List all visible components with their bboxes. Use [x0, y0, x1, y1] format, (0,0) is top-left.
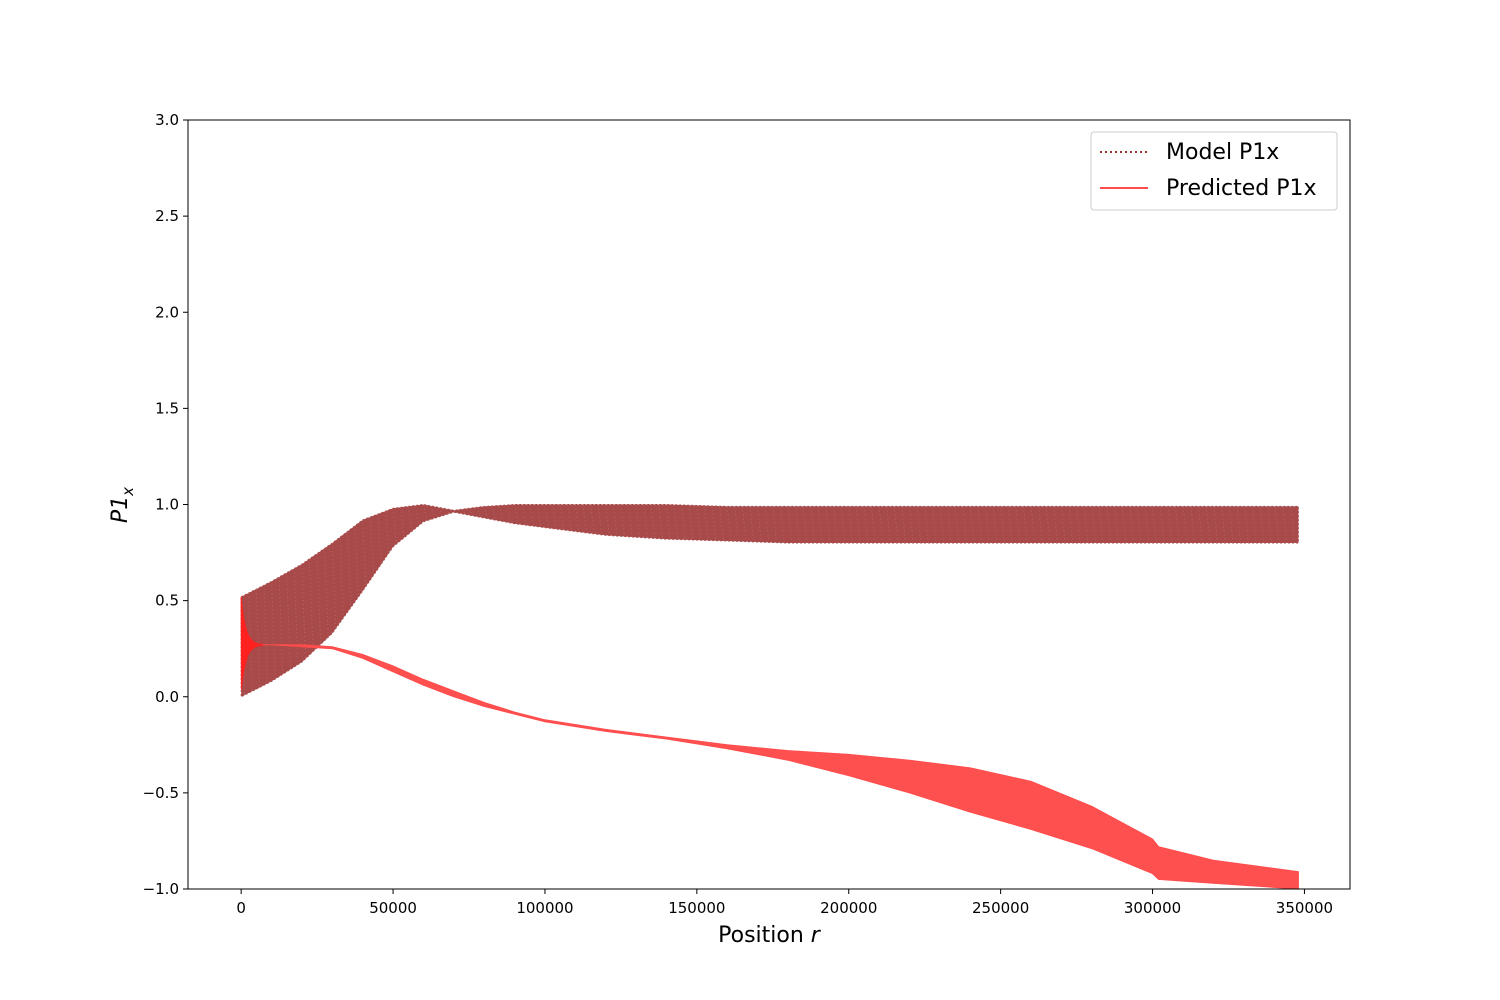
model-p1x-oscillation [567, 504, 572, 531]
model-p1x-oscillation [628, 504, 633, 537]
model-p1x-oscillation [438, 507, 443, 518]
model-p1x-oscillation [590, 504, 595, 534]
y-tick-label: −0.5 [143, 784, 179, 802]
model-p1x-oscillation [650, 504, 656, 539]
series-layer [240, 503, 1299, 889]
x-axis-ticks: 0 50000 100000 150000 200000 250000 300000 3500… [236, 889, 1333, 917]
model-p1x-oscillation [658, 504, 663, 539]
predicted-p1x-band [241, 644, 1299, 889]
model-p1x-oscillation [704, 505, 709, 541]
model-p1x-oscillation [514, 504, 519, 524]
model-p1x-oscillation [719, 506, 724, 541]
model-p1x-oscillation [278, 577, 284, 677]
model-p1x-oscillation [635, 504, 641, 538]
y-axis-ticks: −1.0 −0.5 0.0 0.5 1.0 1.5 2.0 2.5 3.0 [143, 111, 188, 898]
model-p1x-oscillation [688, 505, 694, 540]
model-p1x-oscillation [681, 504, 686, 540]
legend-label-predicted: Predicted P1x [1166, 176, 1317, 201]
x-tick-label: 150000 [668, 899, 725, 917]
model-p1x-oscillation [575, 504, 580, 532]
y-tick-label: 3.0 [155, 111, 179, 129]
model-p1x-oscillation [476, 507, 481, 517]
y-tick-label: 2.5 [155, 207, 179, 225]
model-p1x-oscillation [271, 581, 276, 682]
x-tick-label: 50000 [369, 899, 417, 917]
legend-box [1090, 131, 1338, 211]
model-p1x-oscillation [407, 506, 413, 535]
model-p1x-oscillation [461, 509, 466, 514]
model-p1x-oscillation [354, 525, 360, 602]
y-tick-label: 0.0 [155, 688, 179, 706]
model-p1x-oscillation [559, 504, 565, 530]
model-p1x-oscillation [324, 548, 329, 641]
model-p1x-band [240, 503, 1299, 698]
model-p1x-oscillation [552, 504, 557, 529]
y-tick-label: −1.0 [143, 880, 179, 898]
model-p1x-oscillation [347, 531, 352, 613]
x-tick-label: 100000 [516, 899, 573, 917]
plot-area [187, 119, 1351, 890]
predicted-p1x-transient [240, 596, 263, 690]
model-p1x-oscillation [301, 564, 306, 663]
model-p1x-oscillation [711, 505, 716, 541]
legend: Model P1x Predicted P1x [1090, 131, 1338, 211]
y-tick-label: 2.0 [155, 303, 179, 321]
model-p1x-oscillation [248, 592, 253, 693]
model-p1x-oscillation [666, 504, 671, 540]
x-tick-label: 350000 [1276, 899, 1333, 917]
model-p1x-oscillation [423, 504, 428, 522]
y-tick-label: 1.5 [155, 399, 179, 417]
series-predicted-p1x [241, 644, 1299, 889]
model-p1x-oscillation [369, 516, 375, 580]
model-p1x-oscillation [286, 572, 291, 672]
x-axis-label: Position r [718, 923, 822, 948]
x-tick-label: 0 [236, 899, 246, 917]
model-p1x-oscillation [400, 507, 405, 541]
model-p1x-oscillation [582, 504, 587, 533]
x-tick-label: 300000 [1124, 899, 1181, 917]
model-p1x-oscillation [256, 589, 261, 690]
y-tick-label: 0.5 [155, 592, 179, 610]
y-tick-label: 1.0 [155, 496, 179, 514]
predicted-p1x-transient-line [240, 596, 263, 690]
series-model-p1x [240, 503, 1299, 698]
x-tick-label: 200000 [820, 899, 877, 917]
model-p1x-oscillation [309, 558, 314, 655]
model-p1x-oscillation [392, 508, 398, 547]
model-p1x-oscillation [696, 505, 701, 541]
legend-label-model: Model P1x [1166, 140, 1279, 165]
model-p1x-oscillation [643, 504, 648, 538]
model-p1x-oscillation [726, 506, 732, 542]
model-p1x-oscillation [673, 504, 679, 540]
y-axis-label: P1x [108, 487, 137, 523]
model-p1x-oscillation [294, 568, 299, 667]
model-p1x-oscillation [453, 510, 458, 513]
x-tick-label: 250000 [972, 899, 1029, 917]
model-p1x-oscillation [506, 504, 511, 523]
model-p1x-oscillation [263, 585, 268, 686]
